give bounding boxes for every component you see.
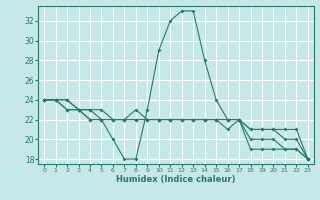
X-axis label: Humidex (Indice chaleur): Humidex (Indice chaleur) [116, 175, 236, 184]
